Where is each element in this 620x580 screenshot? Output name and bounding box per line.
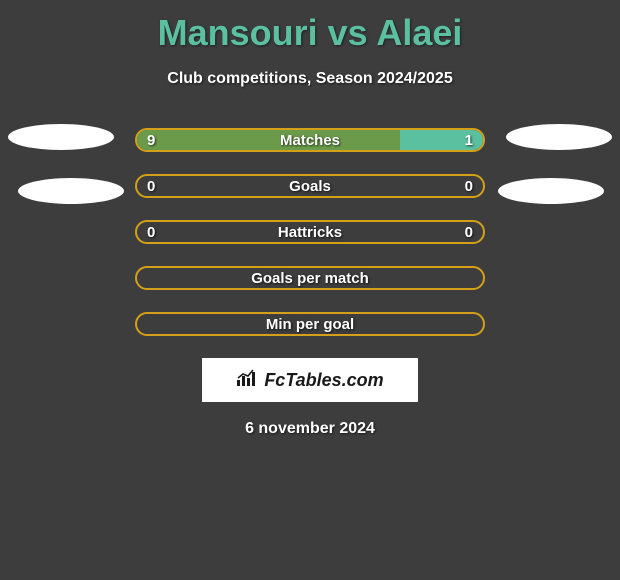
placeholder-ellipse [18,178,124,204]
stat-row: Goals per match [0,266,620,290]
stat-bar-track: Hattricks0 0 [135,220,485,244]
footer-date: 6 november 2024 [0,420,620,438]
stat-value-right: 0 [465,222,473,242]
stat-bar-track: Goals0 0 [135,174,485,198]
placeholder-ellipse [506,124,612,150]
chart-icon [236,369,258,392]
stat-label: Matches [137,130,483,150]
stat-value-right: 1 [465,130,473,150]
stat-bar-track: Goals per match [135,266,485,290]
stat-bar-track: Min per goal [135,312,485,336]
stat-value-left: 0 [147,176,155,196]
placeholder-ellipse [8,124,114,150]
brand-logo: FcTables.com [202,358,418,402]
stat-label: Hattricks [137,222,483,242]
page-title: Mansouri vs Alaei [0,0,620,54]
stat-value-right: 0 [465,176,473,196]
stat-label: Goals [137,176,483,196]
stat-label: Goals per match [137,268,483,288]
placeholder-ellipse [498,178,604,204]
page-subtitle: Club competitions, Season 2024/2025 [0,70,620,88]
stat-row: Min per goal [0,312,620,336]
stat-value-left: 0 [147,222,155,242]
brand-logo-text: FcTables.com [264,370,383,391]
stat-bar-track: Matches9 1 [135,128,485,152]
stat-value-left: 9 [147,130,155,150]
stats-container: Matches91Goals00Hattricks00Goals per mat… [0,128,620,336]
stat-row: Hattricks0 0 [0,220,620,244]
stat-label: Min per goal [137,314,483,334]
